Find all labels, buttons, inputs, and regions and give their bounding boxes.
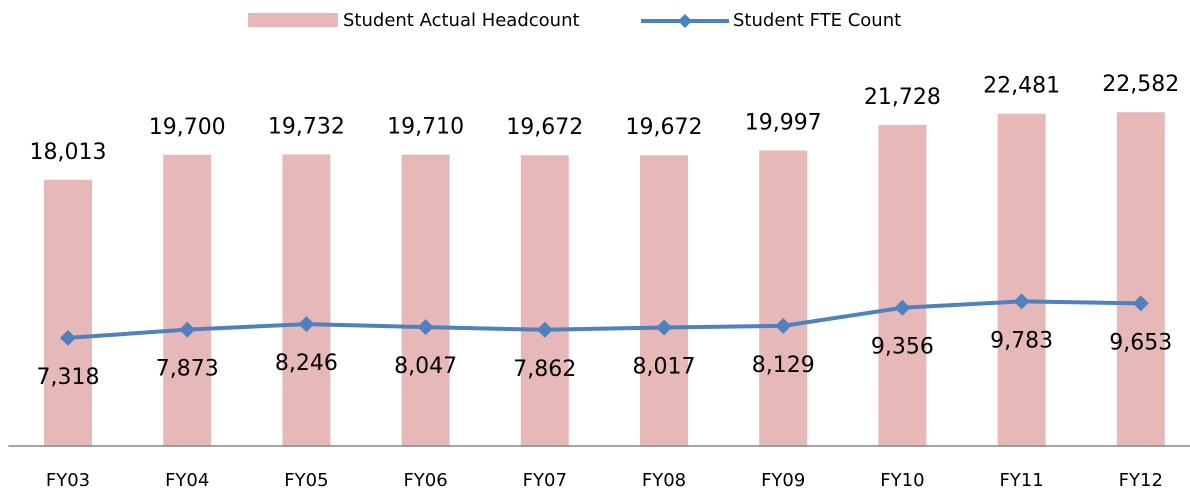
bar <box>759 150 808 446</box>
bar <box>878 124 927 446</box>
data-label: 21,728 <box>864 85 941 110</box>
data-label: 8,246 <box>275 351 338 376</box>
data-label: 8,017 <box>633 355 696 380</box>
bar <box>1116 112 1165 446</box>
data-label: 18,013 <box>30 140 107 165</box>
data-label: 9,653 <box>1109 330 1172 355</box>
data-label: 19,710 <box>387 115 464 140</box>
marker <box>1013 293 1030 310</box>
bar <box>520 155 569 446</box>
data-label: 19,672 <box>626 115 703 140</box>
marker <box>298 316 315 333</box>
data-label: 22,481 <box>983 74 1060 99</box>
bar <box>282 154 331 447</box>
marker <box>894 299 911 316</box>
data-label: 8,129 <box>752 353 815 378</box>
x-tick-label: FY12 <box>1119 470 1163 491</box>
x-tick-label: FY07 <box>523 470 567 491</box>
marker <box>417 319 434 336</box>
data-label: 19,997 <box>745 110 822 135</box>
data-label: 19,700 <box>149 115 226 140</box>
data-label: 7,862 <box>513 357 576 382</box>
data-label: 8,047 <box>394 354 457 379</box>
data-label: 22,582 <box>1102 72 1179 97</box>
marker <box>60 329 76 346</box>
line <box>67 299 1141 340</box>
x-tick-label: FY06 <box>403 470 447 491</box>
bar <box>163 154 212 447</box>
x-tick-label: FY09 <box>761 470 805 491</box>
x-tick-label: FY11 <box>999 470 1043 491</box>
legend-label: Student FTE Count <box>733 10 901 31</box>
x-tick-label: FY08 <box>642 470 686 491</box>
marker <box>656 319 672 336</box>
data-label: 19,672 <box>506 115 583 140</box>
data-label: 9,783 <box>990 328 1053 353</box>
bar <box>44 179 92 446</box>
x-tick-label: FY10 <box>880 470 924 491</box>
x-tick-label: FY05 <box>284 470 328 491</box>
data-label: 9,356 <box>871 335 934 360</box>
data-label: 19,732 <box>268 114 345 139</box>
data-label: 7,873 <box>156 357 219 382</box>
legend-marker <box>678 14 692 28</box>
marker <box>775 317 792 334</box>
data-label: 7,318 <box>37 365 100 390</box>
marker <box>1132 295 1149 312</box>
x-tick-label: FY04 <box>165 470 209 491</box>
bar <box>640 155 688 446</box>
x-tick-label: FY03 <box>46 470 90 491</box>
marker <box>536 321 553 338</box>
legend-label: Student Actual Headcount <box>343 10 580 31</box>
bar <box>401 154 450 446</box>
marker <box>179 321 196 338</box>
bar <box>997 113 1046 446</box>
legend-swatch <box>248 13 338 27</box>
